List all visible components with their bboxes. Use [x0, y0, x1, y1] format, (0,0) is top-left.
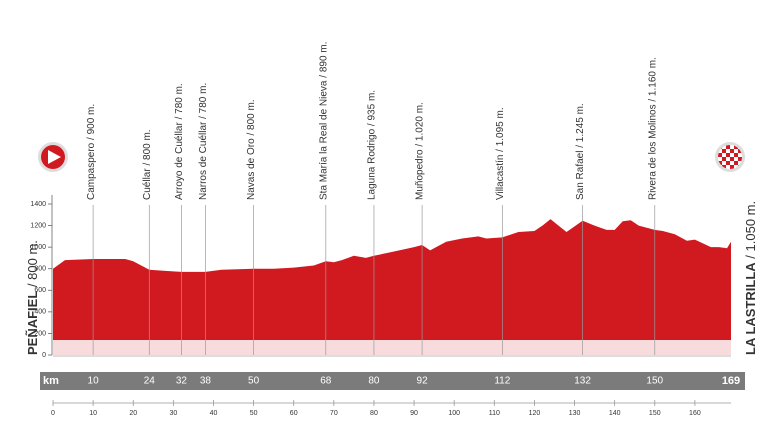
x-tick-label: 160 [689, 410, 701, 417]
start-label: PEÑAFIEL / 800 m. [25, 240, 40, 355]
waypoint-label: Narros de Cuéllar / 780 m. [198, 83, 209, 200]
elevation-area [53, 219, 731, 355]
x-tick-label: 0 [51, 410, 55, 417]
finish-name: LA LASTRILLA [743, 262, 758, 355]
x-tick-label: 40 [210, 410, 218, 417]
km-bar-finish: 169 [722, 375, 740, 387]
waypoint-label: Laguna Rodrigo / 935 m. [367, 90, 378, 200]
km-bar-label: 132 [574, 376, 591, 387]
km-bar-label: 80 [368, 376, 380, 387]
waypoint-label: Rivera de los Molinos / 1.160 m. [647, 57, 658, 200]
km-bar-label: 24 [144, 376, 156, 387]
start-arrow [48, 150, 61, 164]
y-tick-label: 1000 [30, 244, 46, 251]
finish-label: LA LASTRILLA / 1.050 m. [743, 201, 758, 355]
finish-elevation: / 1.050 m. [743, 201, 758, 259]
x-tick-label: 90 [410, 410, 418, 417]
y-tick-label: 1400 [30, 201, 46, 208]
waypoint-label: Sta María la Real de Nieva / 890 m. [318, 42, 329, 200]
km-bar [40, 372, 745, 390]
x-tick-label: 30 [169, 410, 177, 417]
km-bar-label: 68 [320, 376, 332, 387]
x-tick-label: 80 [370, 410, 378, 417]
km-bar-label: 38 [200, 376, 212, 387]
y-tick-label: 0 [42, 352, 46, 359]
km-bar-label: 92 [417, 376, 429, 387]
km-label: km [43, 375, 59, 387]
km-bar-label: 10 [88, 376, 100, 387]
y-tick-label: 1200 [30, 222, 46, 229]
waypoint-label: Arroyo de Cuéllar / 780 m. [174, 83, 185, 200]
y-tick-label: 400 [34, 309, 46, 316]
x-tick-label: 20 [129, 410, 137, 417]
x-tick-label: 130 [569, 410, 581, 417]
finish-icon [718, 145, 742, 169]
waypoint-label: Campaspero / 900 m. [86, 104, 97, 200]
x-tick-label: 10 [89, 410, 97, 417]
x-tick-label: 110 [489, 410, 500, 417]
start-name: PEÑAFIEL [25, 291, 40, 355]
waypoint-label: Villacastín / 1.095 m. [495, 107, 506, 200]
km-bar-label: 50 [248, 376, 260, 387]
y-tick-label: 600 [34, 287, 46, 294]
km-bar-label: 150 [646, 376, 663, 387]
x-tick-label: 150 [649, 410, 661, 417]
y-tick-label: 200 [34, 330, 46, 337]
waypoint-label: San Rafael / 1.245 m. [575, 103, 586, 200]
x-tick-label: 120 [529, 410, 541, 417]
start-elevation: / 800 m. [25, 240, 40, 287]
base-strip [53, 340, 731, 355]
waypoint-label: Cuéllar / 800 m. [142, 129, 153, 200]
x-tick-label: 100 [448, 410, 460, 417]
km-bar-label: 32 [176, 376, 188, 387]
y-tick-label: 800 [34, 266, 46, 273]
waypoint-label: Navas de Oro / 800 m. [246, 99, 257, 200]
waypoint-label: Muñopedro / 1.020 m. [415, 102, 426, 200]
x-tick-label: 60 [290, 410, 298, 417]
x-tick-label: 70 [330, 410, 338, 417]
km-bar-label: 112 [494, 376, 510, 387]
x-tick-label: 50 [250, 410, 258, 417]
x-tick-label: 140 [609, 410, 621, 417]
